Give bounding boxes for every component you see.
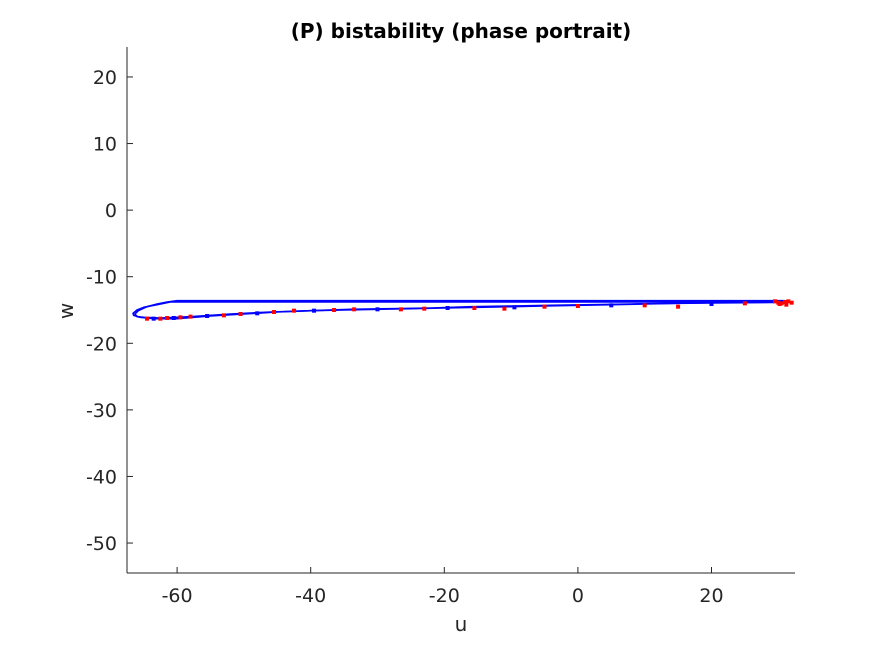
y-tick-label: -50 bbox=[86, 533, 117, 555]
y-tick-label: 0 bbox=[105, 200, 117, 222]
trajectory-marker bbox=[238, 311, 243, 316]
trajectory-marker bbox=[575, 304, 580, 309]
x-tick-label: 0 bbox=[572, 585, 584, 607]
trajectory-marker bbox=[151, 316, 156, 321]
trajectory-marker bbox=[786, 299, 791, 304]
chart-title: (P) bistability (phase portrait) bbox=[291, 19, 632, 43]
trajectory-marker bbox=[292, 308, 296, 313]
trajectory-markers bbox=[145, 299, 794, 321]
trajectory-marker bbox=[178, 315, 183, 320]
trajectory-marker bbox=[171, 315, 176, 320]
trajectory-marker bbox=[642, 303, 647, 308]
x-tick-label: -60 bbox=[162, 585, 193, 607]
trajectory-marker bbox=[352, 307, 357, 312]
trajectory-marker bbox=[375, 307, 380, 312]
trajectory-marker bbox=[255, 311, 260, 316]
y-axis-label: w bbox=[54, 303, 78, 319]
trajectory-marker bbox=[221, 313, 226, 318]
trajectory-marker bbox=[609, 303, 614, 308]
trajectory-marker bbox=[205, 313, 210, 318]
trajectory-marker bbox=[332, 308, 337, 312]
trajectory-marker bbox=[789, 300, 794, 305]
trajectory-marker bbox=[472, 306, 477, 310]
y-tick-label: -10 bbox=[86, 267, 117, 289]
trajectory-marker bbox=[145, 316, 150, 321]
y-tick-label: -30 bbox=[86, 400, 117, 422]
trajectory-marker bbox=[512, 305, 517, 310]
trajectory-marker bbox=[445, 306, 450, 310]
x-axis-label: u bbox=[455, 612, 468, 636]
y-tick-label: 10 bbox=[93, 134, 117, 156]
trajectory-marker bbox=[709, 302, 714, 307]
trajectory-marker bbox=[312, 308, 317, 313]
x-tick-label: 20 bbox=[699, 585, 723, 607]
axes: -60 -40 -20 0 20 20 10 0 -10 -20 -30 -40 -50 bbox=[86, 47, 795, 607]
trajectory-lines bbox=[132, 299, 785, 320]
y-tick-label: -20 bbox=[86, 333, 117, 355]
x-tick-label: -40 bbox=[295, 585, 326, 607]
trajectory-marker bbox=[676, 304, 681, 309]
x-tick-label: -20 bbox=[429, 585, 460, 607]
trajectory-marker bbox=[782, 300, 787, 305]
trajectory-marker bbox=[398, 307, 403, 312]
trajectory-marker bbox=[777, 302, 782, 307]
trajectory-marker bbox=[742, 301, 747, 306]
trajectory-line bbox=[132, 301, 785, 320]
trajectory-marker bbox=[158, 316, 163, 321]
trajectory-marker bbox=[422, 306, 427, 311]
y-tick-label: -40 bbox=[86, 466, 117, 488]
trajectory-marker bbox=[542, 304, 547, 309]
trajectory-marker bbox=[165, 315, 170, 320]
trajectory-marker bbox=[271, 310, 276, 314]
y-tick-label: 20 bbox=[93, 67, 117, 89]
trajectory-marker bbox=[772, 299, 777, 304]
trajectory-marker bbox=[784, 302, 789, 307]
trajectory-marker bbox=[502, 306, 507, 311]
trajectory-marker bbox=[188, 314, 193, 319]
